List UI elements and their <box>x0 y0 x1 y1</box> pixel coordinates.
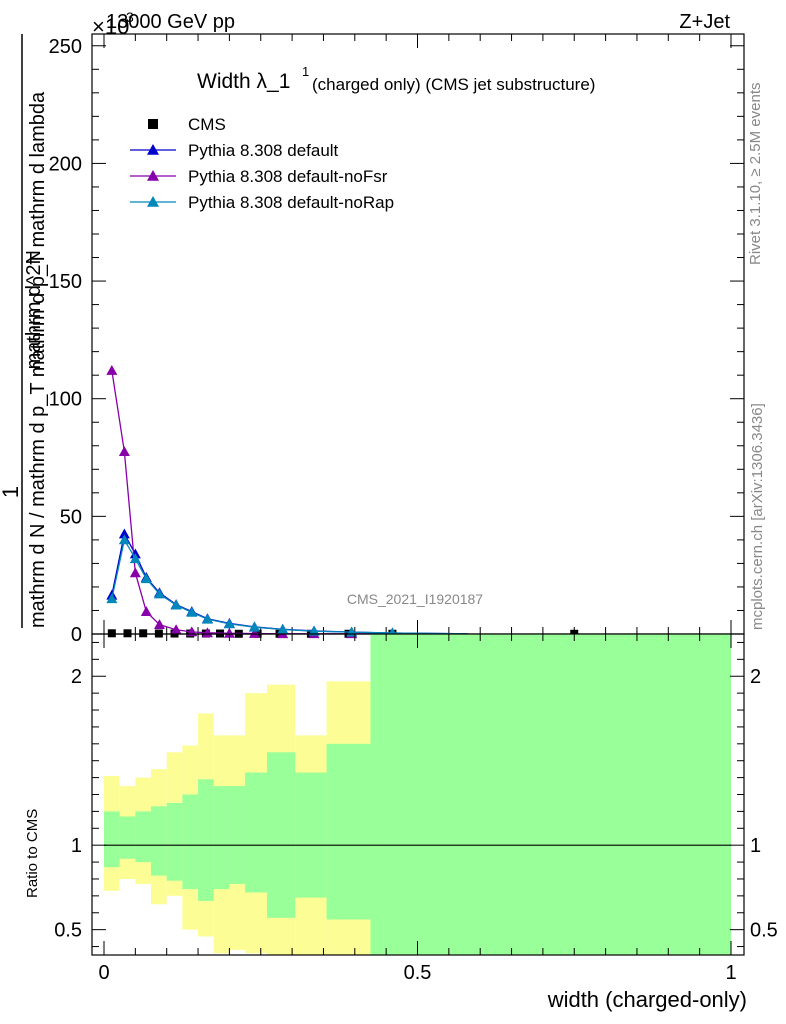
ratio-y-tick-label: 0.5 <box>54 920 82 942</box>
data-point <box>223 618 235 629</box>
data-point <box>129 567 141 578</box>
x-tick-label: 1 <box>725 962 736 984</box>
ratio-green-band <box>417 634 731 955</box>
ratio-green-band <box>182 794 199 890</box>
process-label: Z+Jet <box>679 11 730 33</box>
data-point <box>106 593 118 604</box>
y-label-numerator: 1 <box>0 486 23 498</box>
ratio-y-tick-label-right: 0.5 <box>750 920 778 942</box>
ratio-green-band <box>326 743 371 920</box>
data-point <box>248 621 260 632</box>
exponent-label: ×10 <box>92 14 129 39</box>
data-point <box>140 573 152 584</box>
title-sup: 1 <box>302 64 309 79</box>
ratio-y-axis-title: Ratio to CMS <box>24 809 41 898</box>
collision-label: 13000 GeV pp <box>106 11 235 33</box>
ratio-green-band <box>229 786 246 885</box>
plot-title: Width λ_1 1 (charged only) (CMS jet subs… <box>197 64 595 94</box>
data-point <box>118 528 130 539</box>
data-point <box>223 627 235 638</box>
ratio-plot-panel: 0 0.5 1 0.5 0.5 1 1 2 2 <box>54 633 778 984</box>
x-tick-label: 0.5 <box>404 962 432 984</box>
legend-label: Pythia 8.308 default-noFsr <box>188 167 388 186</box>
ratio-green-band <box>267 752 296 918</box>
data-point <box>308 625 320 636</box>
data-point <box>153 619 165 629</box>
legend-marker <box>148 119 158 129</box>
ratio-green-band <box>295 772 327 898</box>
y-tick-label: 100 <box>49 389 82 411</box>
data-point <box>107 629 116 638</box>
data-point <box>140 606 152 617</box>
y-tick-label: 150 <box>49 271 82 293</box>
legend-marker <box>147 170 159 181</box>
ratio-green-band <box>135 811 152 863</box>
ratio-green-band <box>151 806 167 876</box>
series-line <box>111 538 468 635</box>
data-point <box>248 628 260 638</box>
y-tick-label: 0 <box>71 624 82 646</box>
ratio-green-band <box>213 786 230 890</box>
data-point <box>106 364 118 375</box>
data-point <box>170 624 182 635</box>
ratio-y-tick-label-right: 2 <box>750 666 761 688</box>
y-axis-title: 1 mathrm d N / mathrm d p_T mathrm d p_T… <box>0 34 49 628</box>
legend-marker <box>147 196 159 207</box>
data-point <box>186 606 198 617</box>
title-sub: (charged only) (CMS jet substructure) <box>312 75 595 94</box>
x-axis-title: width (charged-only) <box>547 987 747 1012</box>
y-tick-label: 200 <box>49 153 82 175</box>
exponent-power: 3 <box>126 9 134 25</box>
legend-label: CMS <box>188 115 226 134</box>
title-main: Width λ_1 <box>197 70 290 93</box>
series-line <box>111 532 468 635</box>
data-point <box>123 629 132 638</box>
y-label-denominator: mathrm d N / mathrm d p_T mathrm d p_T m… <box>27 91 49 628</box>
y-label-top: mathrm d^2N <box>23 250 45 369</box>
data-point <box>277 624 289 634</box>
mcplots-label: mcplots.cern.ch [arXiv:1306.3436] <box>749 403 766 630</box>
legend-label: Pythia 8.308 default <box>188 141 339 160</box>
legend-marker <box>147 144 159 155</box>
data-point <box>201 613 213 624</box>
ratio-y-tick-label-right: 1 <box>750 835 761 857</box>
ratio-green-band <box>245 772 268 893</box>
x-tick-label: 0 <box>98 962 109 984</box>
data-point <box>139 629 148 638</box>
data-point <box>170 599 182 610</box>
data-point <box>153 588 165 599</box>
data-point <box>118 534 130 545</box>
ratio-green-band <box>198 779 214 901</box>
ratio-y-tick-label: 1 <box>71 835 82 857</box>
data-point <box>118 446 130 457</box>
analysis-watermark: CMS_2021_I1920187 <box>347 591 483 607</box>
series-3 <box>106 534 468 638</box>
legend: CMS Pythia 8.308 default Pythia 8.308 defa… <box>130 115 394 212</box>
ratio-y-tick-label: 2 <box>71 666 82 688</box>
rivet-label: Rivet 3.1.10, ≥ 2.5M events <box>747 83 764 266</box>
ratio-green-band <box>104 811 120 868</box>
y-tick-label: 50 <box>60 506 82 528</box>
ratio-green-band <box>166 802 183 881</box>
legend-label: Pythia 8.308 default-noRap <box>188 193 394 212</box>
ratio-green-band <box>119 816 136 859</box>
ratio-green-band <box>370 634 418 955</box>
data-point <box>201 627 213 638</box>
y-tick-label: 250 <box>49 36 82 58</box>
data-point <box>129 553 141 564</box>
